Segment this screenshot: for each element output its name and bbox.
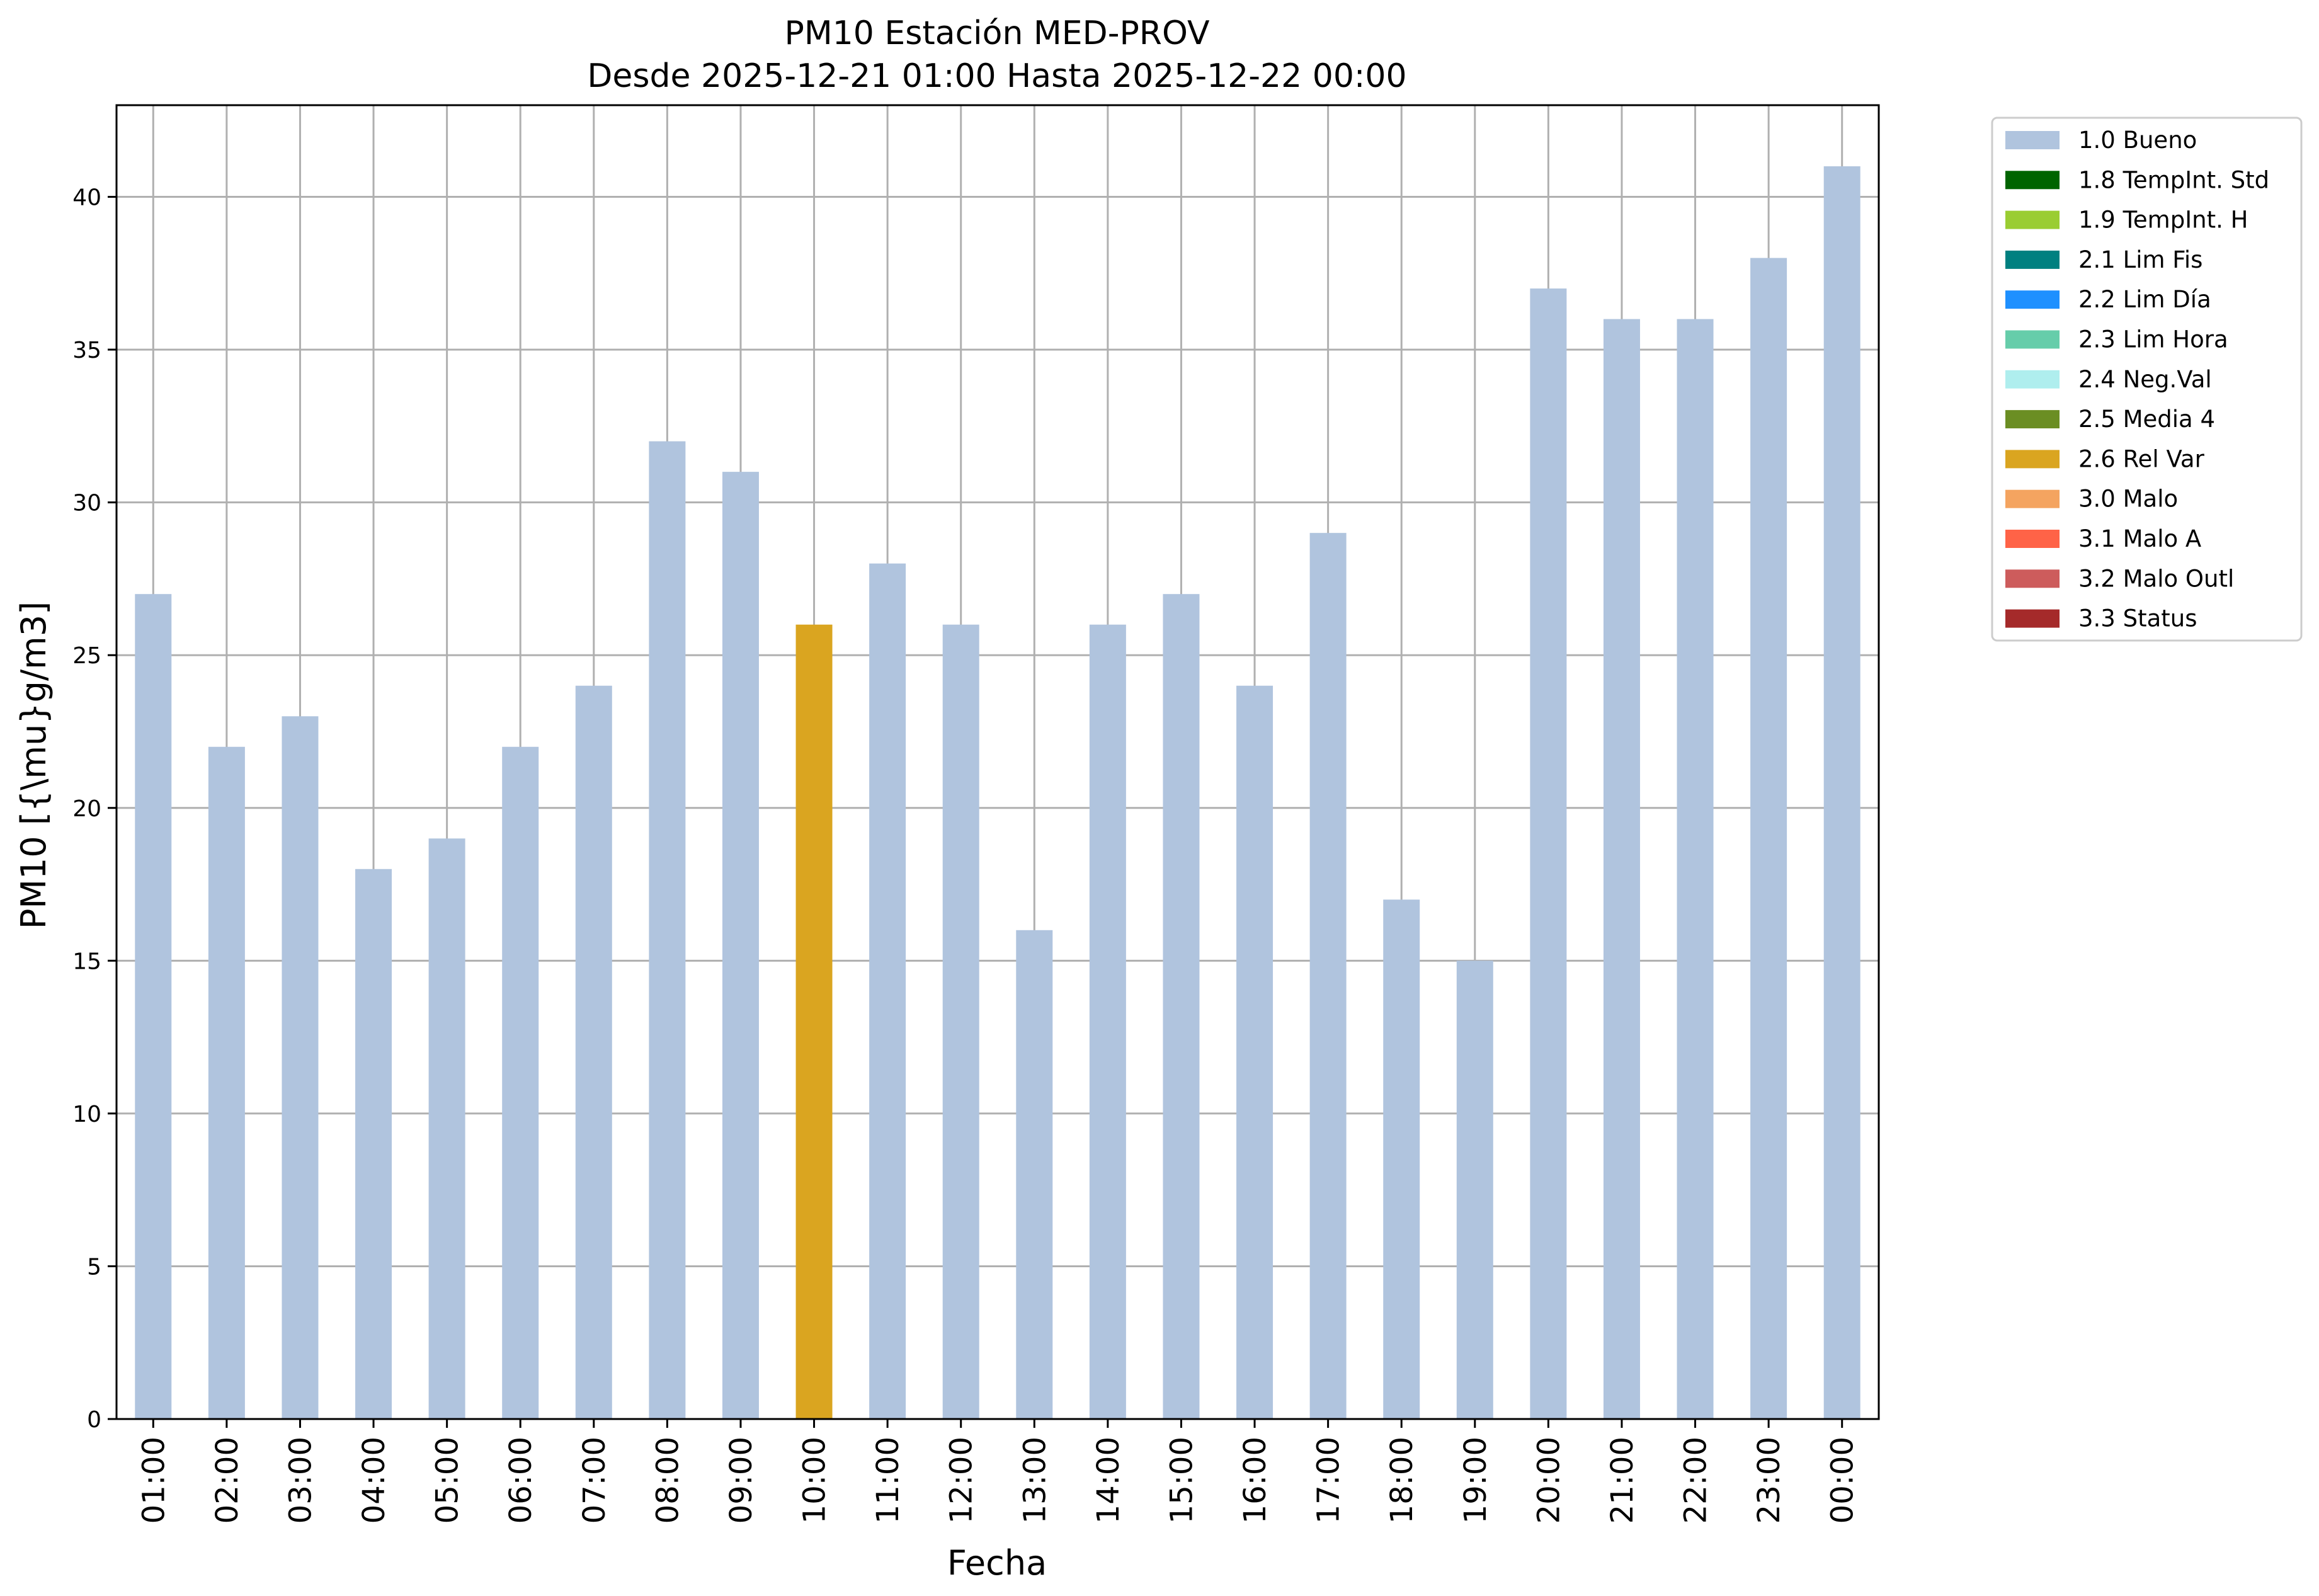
bars [135,166,1860,1420]
bar-05:00 [428,838,465,1419]
y-tick-label: 10 [72,1102,101,1127]
x-tick-label: 23:00 [1752,1437,1787,1524]
bar-11:00 [869,563,906,1419]
plot-area-frame [115,104,1880,1420]
chart-title: PM10 Estación MED-PROV [784,14,1209,52]
x-tick-label: 21:00 [1605,1437,1640,1524]
x-tick-label: 14:00 [1091,1437,1126,1524]
x-tick-label: 11:00 [870,1437,906,1524]
y-axis-label: PM10 [{\mu}g/m3] [14,601,54,929]
bar-18:00 [1383,899,1420,1419]
bar-07:00 [575,685,612,1419]
bar-23:00 [1750,258,1787,1420]
x-tick-label: 00:00 [1825,1437,1860,1524]
legend-label: 3.1 Malo A [2078,525,2201,552]
legend-label: 3.2 Malo Outl [2078,565,2234,592]
x-tick-label: 08:00 [650,1437,685,1524]
x-tick-label: 09:00 [724,1437,759,1524]
chart-subtitle: Desde 2025-12-21 01:00 Hasta 2025-12-22 … [587,57,1406,95]
legend-label: 1.0 Bueno [2078,127,2197,154]
x-axis-label: Fecha [947,1543,1047,1583]
legend-swatch [2005,250,2060,269]
bar-04:00 [355,869,392,1419]
x-tick-label: 06:00 [503,1437,538,1524]
x-tick-label: 16:00 [1238,1437,1273,1524]
y-tick-label: 30 [72,491,101,516]
y-tick-label: 20 [72,796,101,822]
bar-22:00 [1677,319,1714,1419]
bar-14:00 [1089,624,1126,1419]
legend-label: 3.3 Status [2078,605,2197,632]
legend-swatch [2005,530,2060,548]
x-tick-label: 17:00 [1311,1437,1347,1524]
x-tick-label: 01:00 [136,1437,171,1524]
legend-label: 2.4 Neg.Val [2078,366,2212,393]
bar-00:00 [1823,166,1860,1420]
legend-swatch [2005,131,2060,149]
bar-19:00 [1456,960,1493,1419]
y-tick-label: 0 [87,1407,101,1433]
x-tick-label: 20:00 [1531,1437,1566,1524]
y-axis-ticks: 0 5 10 15 20 25 30 35 40 [72,185,117,1433]
legend-swatch [2005,370,2060,389]
legend-swatch [2005,489,2060,508]
x-tick-label: 22:00 [1678,1437,1714,1524]
legend-label: 2.6 Rel Var [2078,445,2205,472]
legend-swatch [2005,410,2060,429]
y-tick-label: 35 [72,338,101,363]
bar-02:00 [208,746,245,1419]
y-tick-label: 15 [72,949,101,974]
legend-swatch [2005,171,2060,190]
legend-box [1991,117,2303,642]
bar-10:00 [795,624,833,1419]
y-tick-label: 40 [72,185,101,211]
bar-03:00 [282,716,319,1419]
legend-swatch [2005,609,2060,628]
bar-09:00 [722,472,759,1419]
x-tick-label: 02:00 [210,1437,245,1524]
x-tick-label: 19:00 [1458,1437,1493,1524]
bar-17:00 [1309,533,1347,1419]
bar-13:00 [1016,930,1053,1419]
bar-01:00 [135,594,172,1419]
bar-12:00 [942,624,979,1419]
bar-15:00 [1163,594,1200,1419]
legend-swatch [2005,450,2060,469]
x-tick-label: 15:00 [1164,1437,1199,1524]
legend-swatch [2005,569,2060,588]
legend-label: 2.5 Media 4 [2078,406,2215,433]
legend-label: 3.0 Malo [2078,486,2178,513]
y-tick-label: 25 [72,643,101,669]
legend-swatch [2005,210,2060,229]
bar-16:00 [1236,685,1273,1419]
bar-21:00 [1603,319,1640,1419]
x-tick-label: 05:00 [430,1437,465,1524]
x-tick-label: 10:00 [797,1437,833,1524]
bar-08:00 [649,441,686,1419]
legend-label: 1.9 TempInt. H [2078,207,2248,234]
x-tick-label: 18:00 [1384,1437,1420,1524]
x-tick-label: 12:00 [944,1437,979,1524]
legend-swatch [2005,330,2060,349]
x-axis-ticks: 01:00 02:00 03:00 04:00 05:00 06:00 07:00 08:00… [136,1419,1860,1524]
y-tick-label: 5 [87,1254,101,1280]
x-tick-label: 03:00 [283,1437,318,1524]
legend-swatch [2005,290,2060,309]
legend-label: 1.8 TempInt. Std [2078,166,2269,193]
x-tick-label: 13:00 [1017,1437,1052,1524]
legend-label: 2.1 Lim Fis [2078,246,2202,273]
legend-label: 2.2 Lim Día [2078,286,2211,313]
bar-20:00 [1530,288,1567,1419]
legend-label: 2.3 Lim Hora [2078,326,2228,353]
bar-06:00 [502,746,539,1419]
x-tick-label: 07:00 [577,1437,612,1524]
legend: 1.0 Bueno 1.8 TempInt. Std 1.9 TempInt. H 2… [1991,117,2303,642]
x-tick-label: 04:00 [356,1437,392,1524]
